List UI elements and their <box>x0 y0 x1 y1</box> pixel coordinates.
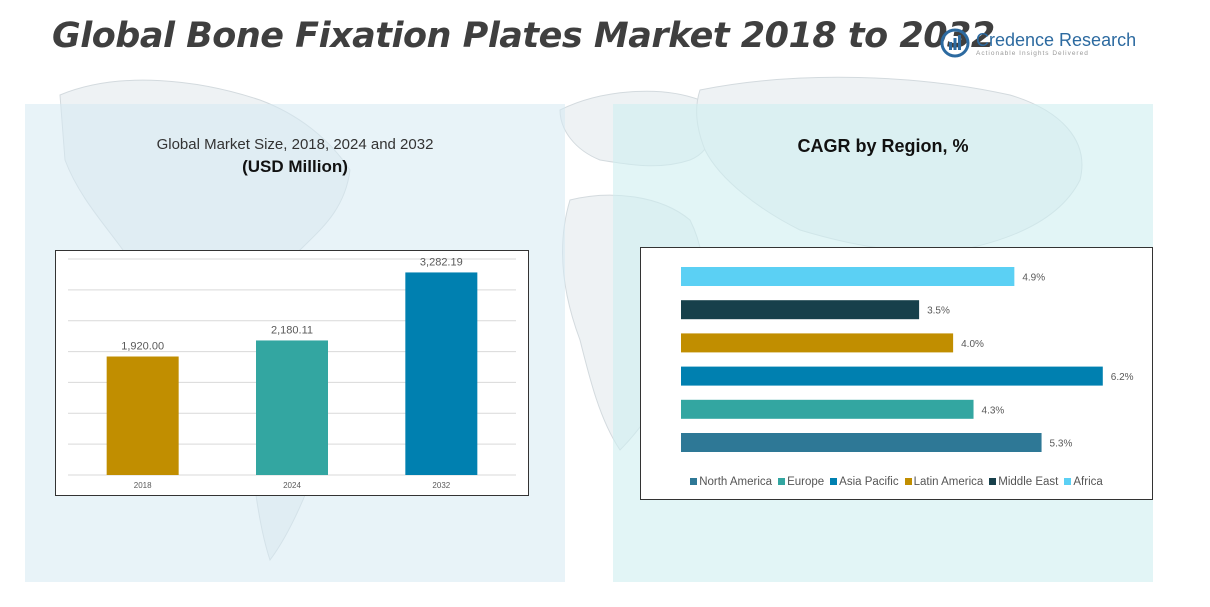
legend-item: Latin America <box>904 476 984 488</box>
legend-item: Europe <box>778 476 824 488</box>
hbar-latin-america <box>681 333 954 353</box>
page-title: Global Bone Fixation Plates Market 2018 … <box>52 16 995 56</box>
hbar-value-label: 3.5% <box>927 306 950 317</box>
legend-swatch <box>904 478 912 485</box>
bar-2024 <box>256 340 328 475</box>
bar-value-label: 2,180.11 <box>271 324 313 336</box>
hbar-europe <box>681 399 974 419</box>
market-size-panel: Global Market Size, 2018, 2024 and 2032 … <box>25 104 565 582</box>
logo-tagline: Actionable Insights Delivered <box>976 50 1089 57</box>
cagr-panel: CAGR by Region, % 4.9% 3.5% 4.0% 6.2% 4.3% 5.… <box>613 104 1153 582</box>
cagr-legend: North America Europe Asia Pacific Latin Ame… <box>641 476 1152 488</box>
x-tick-label: 2018 <box>134 481 152 490</box>
legend-label: North America <box>699 476 773 488</box>
hbar-north-america <box>681 433 1042 452</box>
legend-swatch <box>778 478 786 485</box>
x-tick-label: 2032 <box>432 481 450 490</box>
x-tick-label: 2024 <box>283 481 301 490</box>
hbar-value-label: 4.3% <box>982 405 1005 416</box>
credence-logo-icon <box>940 28 970 58</box>
market-size-unit: (USD Million) <box>242 157 348 176</box>
legend-item: Middle East <box>989 476 1058 488</box>
hbar-value-label: 6.2% <box>1111 372 1134 383</box>
legend-label: Asia Pacific <box>839 476 899 488</box>
legend-label: Latin America <box>913 476 984 488</box>
hbar-middle-east <box>681 300 920 320</box>
legend-item: Asia Pacific <box>830 476 899 488</box>
legend-swatch <box>1064 478 1072 485</box>
bar-2032 <box>405 272 478 475</box>
bar-value-label: 1,920.00 <box>121 341 164 353</box>
market-size-title: Global Market Size, 2018, 2024 and 2032 <box>156 136 434 153</box>
cagr-title: CAGR by Region, % <box>797 136 969 156</box>
legend-label: Middle East <box>998 476 1059 488</box>
logo-name: Credence Research <box>976 30 1137 50</box>
legend-item: Africa <box>1064 476 1103 488</box>
bar-2018 <box>106 356 179 475</box>
market-size-bar-chart: 1,920.00 2018 2,180.11 2024 3,282.19 2032 <box>68 256 516 490</box>
hbar-value-label: 4.0% <box>961 339 984 350</box>
hbar-asia-pacific <box>681 366 1103 386</box>
hbar-value-label: 4.9% <box>1022 273 1045 284</box>
brand-logo: Credence Research Actionable Insights De… <box>940 28 1136 60</box>
legend-label: Africa <box>1073 476 1103 488</box>
legend-swatch <box>690 478 698 485</box>
cagr-chart: 4.9% 3.5% 4.0% 6.2% 4.3% 5.3% North America Eu… <box>640 247 1153 500</box>
cagr-bar-chart: 4.9% 3.5% 4.0% 6.2% 4.3% 5.3% <box>681 267 1134 452</box>
legend-item: North America <box>690 476 772 488</box>
legend-swatch <box>830 478 838 485</box>
hbar-africa <box>681 267 1015 286</box>
market-size-chart: 1,920.00 2018 2,180.11 2024 3,282.19 2032 <box>55 250 529 496</box>
hbar-value-label: 5.3% <box>1050 439 1073 450</box>
bar-value-label: 3,282.19 <box>420 256 463 268</box>
legend-label: Europe <box>787 476 825 488</box>
legend-swatch <box>989 478 997 485</box>
